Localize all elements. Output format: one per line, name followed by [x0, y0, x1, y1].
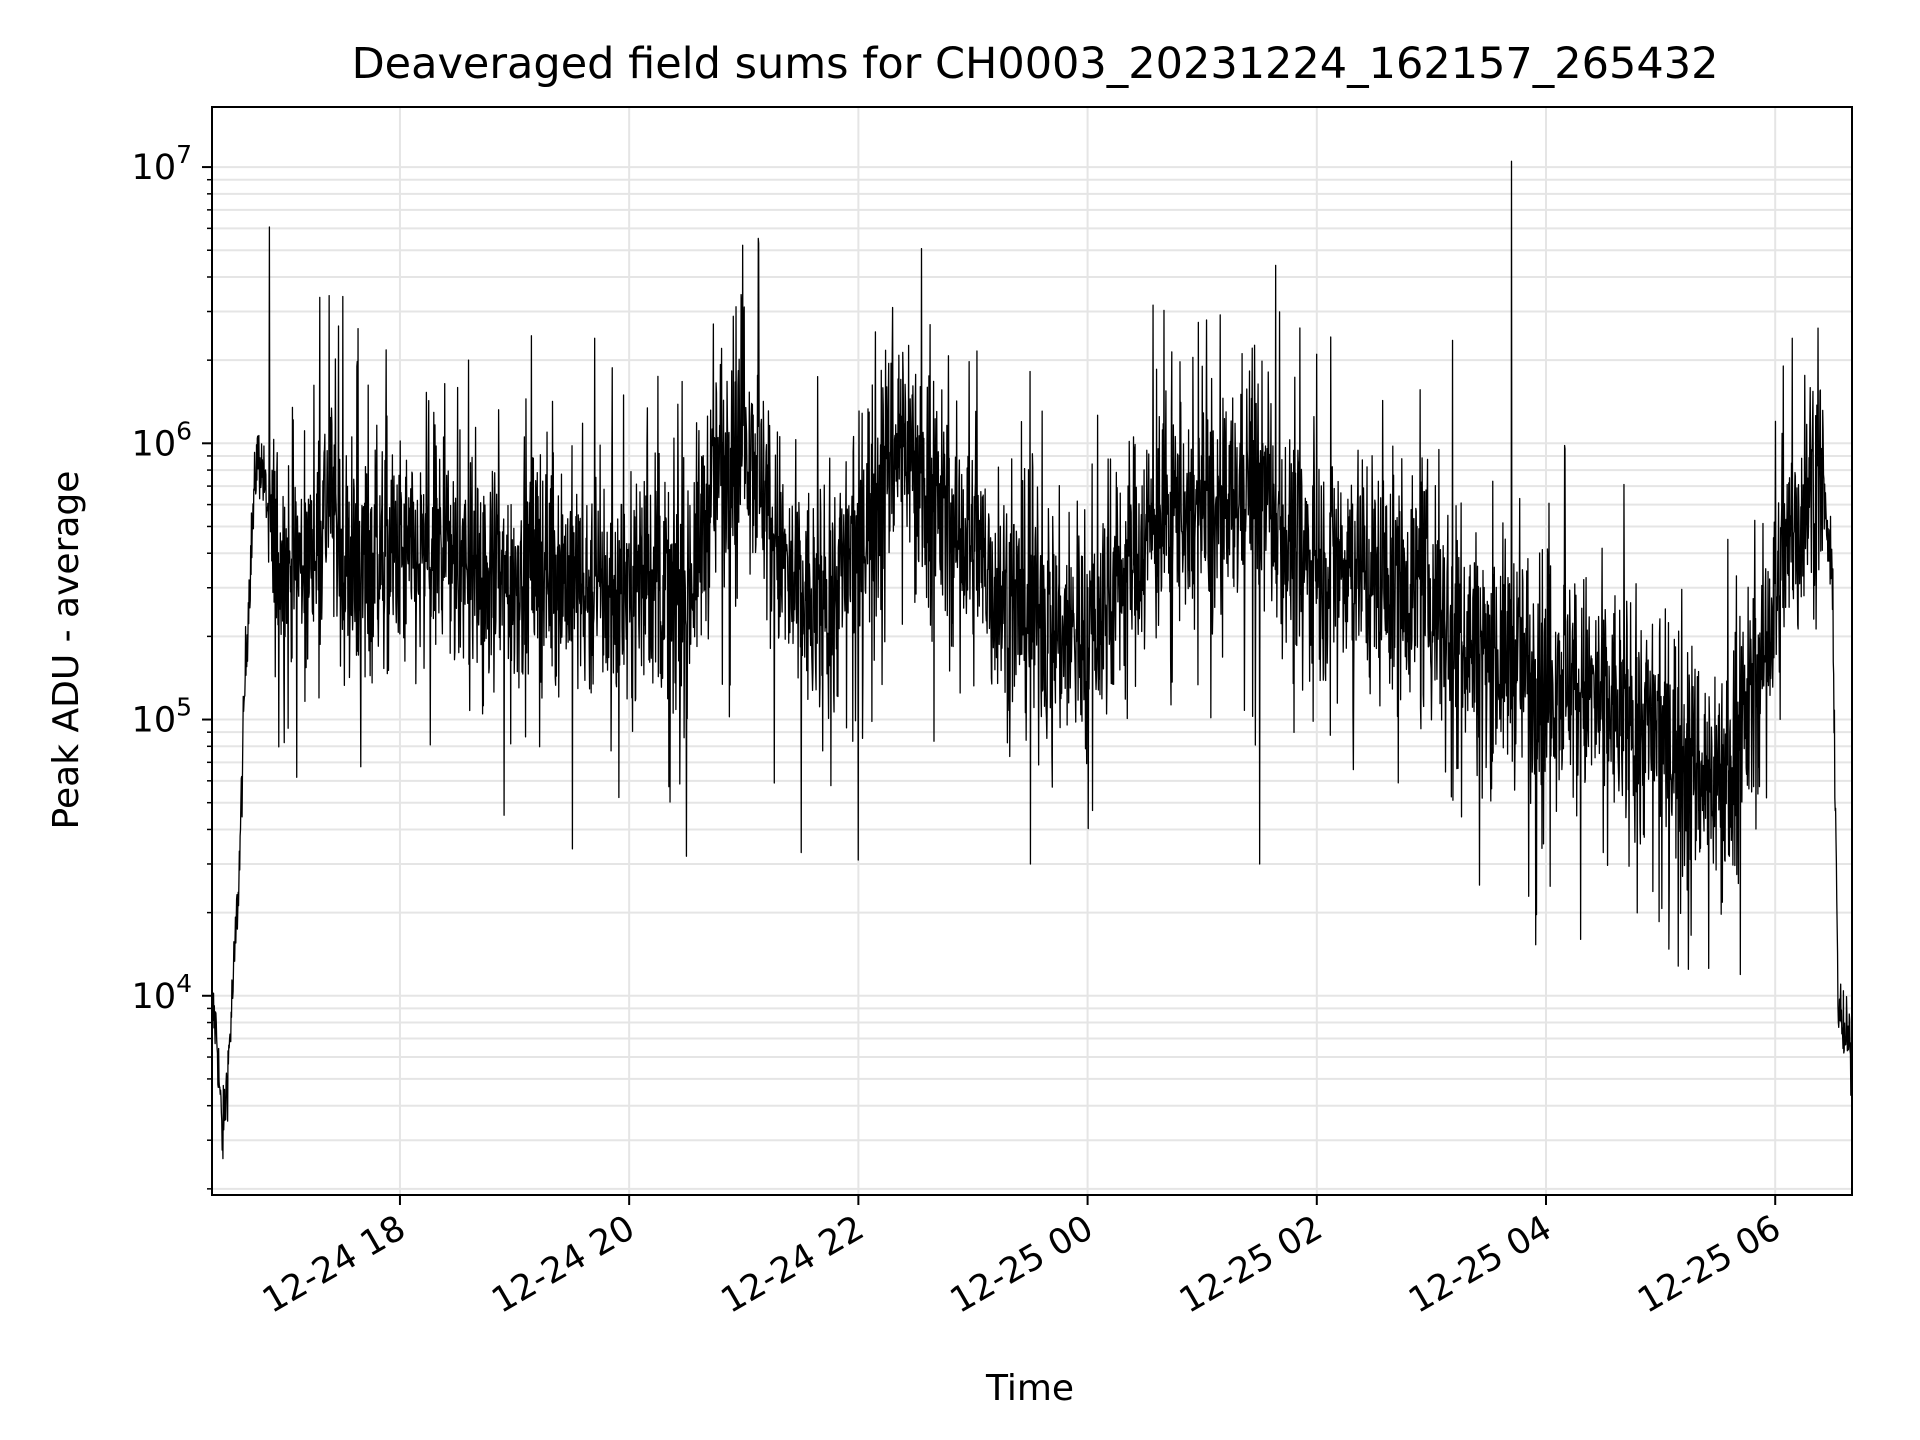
- y-tick-label: 107: [132, 140, 192, 188]
- y-axis-label: Peak ADU - average: [46, 471, 87, 830]
- y-tick-label: 105: [132, 693, 192, 741]
- x-axis-label: Time: [985, 1368, 1074, 1409]
- data-series-line: [211, 160, 1853, 1160]
- plot-frame: [211, 106, 1853, 1196]
- plot-data: [211, 160, 1853, 1160]
- chart-title: Deaveraged field sums for CH0003_2023122…: [352, 39, 1719, 89]
- y-tick-label: 106: [132, 416, 192, 464]
- grid-lines: [212, 107, 1852, 1195]
- y-tick-label: 104: [132, 969, 192, 1017]
